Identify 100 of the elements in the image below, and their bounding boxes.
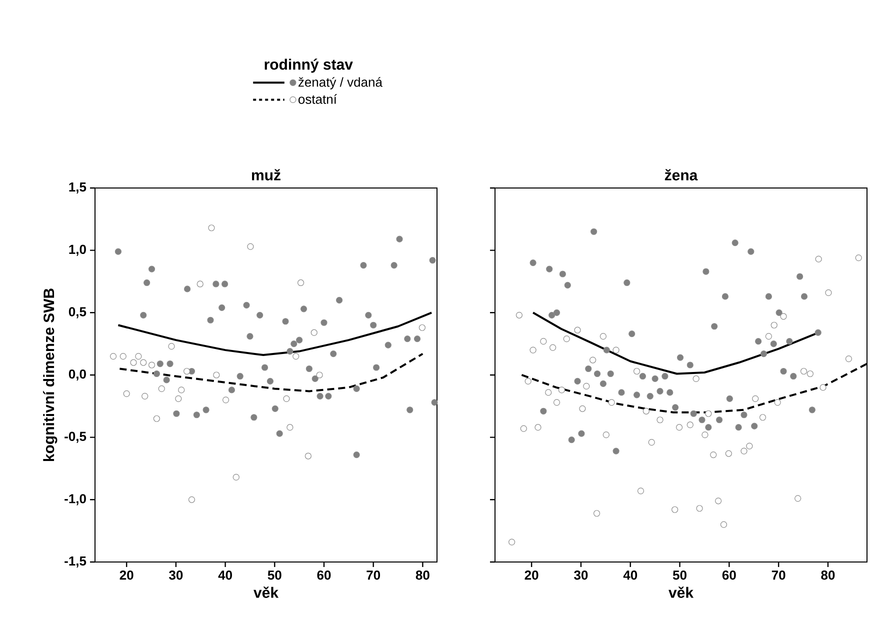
point [184,286,191,292]
y-tick-label: 1,0 [69,244,86,256]
point [656,416,664,424]
point [282,318,289,325]
x-tick-label: 40 [623,570,638,580]
point [325,392,332,400]
point [600,380,606,388]
point [790,372,797,380]
point [646,392,654,400]
point [628,330,636,338]
point [548,312,556,318]
point [633,368,640,375]
point [624,279,630,286]
point [140,312,147,318]
point [222,396,230,404]
x-axis-title: věk [254,586,279,598]
point [815,256,822,262]
point [583,382,590,390]
point [306,365,312,372]
x-tick-label: 50 [268,570,282,580]
point [806,370,814,378]
point [286,424,294,431]
point [692,375,700,382]
point [612,346,620,354]
point [755,338,762,345]
point [208,224,215,232]
point [608,399,615,406]
point [618,389,625,396]
point [534,424,542,431]
point [320,319,328,326]
point [360,262,367,269]
point [550,344,556,351]
point [786,338,793,345]
x-tick-label: 60 [317,570,331,580]
point [564,282,571,289]
point [414,336,421,342]
point [148,362,156,368]
point [396,236,403,242]
x-tick-label: 60 [722,570,736,580]
point [770,340,777,348]
point [168,343,175,350]
point [524,378,532,385]
point [574,326,581,334]
point [256,312,264,318]
point [140,359,147,366]
y-tick-label: 0,5 [68,307,86,318]
point [546,266,553,272]
point [800,293,808,300]
x-tick-label: 80 [416,570,430,580]
point [574,378,581,385]
point [516,312,523,318]
point [672,506,678,513]
point [312,375,318,382]
point [193,412,200,418]
point [142,392,148,400]
point [166,360,174,368]
y-tick-label: -1,5 [64,556,86,568]
point [740,412,748,418]
point [585,365,592,372]
point [196,280,204,288]
point [702,432,708,438]
point [696,505,703,512]
point [540,338,547,345]
point [123,390,130,397]
point [286,348,294,355]
point [808,406,816,414]
point [404,336,411,342]
point [353,451,360,458]
point [759,414,766,421]
point [384,342,392,348]
point [540,408,547,414]
point [508,538,516,546]
chart-title: muž [252,169,280,180]
point [232,474,240,481]
line-series [118,352,424,392]
x-tick-label: 20 [120,570,134,580]
point [120,352,126,360]
point [825,289,832,296]
point [726,395,733,402]
x-tick-label: 70 [366,570,380,580]
point [780,313,787,320]
point [336,296,343,304]
point [637,488,644,494]
point [202,406,210,414]
y-tick-label: -0,5 [64,432,86,443]
legend-label: ženatý / vdaná [298,77,382,90]
x-axis-title: věk [668,586,694,598]
point [711,323,718,330]
point [431,399,438,406]
point [607,370,614,378]
point [236,372,244,380]
point [207,316,214,324]
point [246,333,254,340]
y-tick-label: 0,0 [68,369,86,381]
point [153,415,160,422]
point [283,395,290,402]
point [666,389,674,396]
point [330,350,337,358]
point [390,262,398,269]
point [222,280,228,288]
